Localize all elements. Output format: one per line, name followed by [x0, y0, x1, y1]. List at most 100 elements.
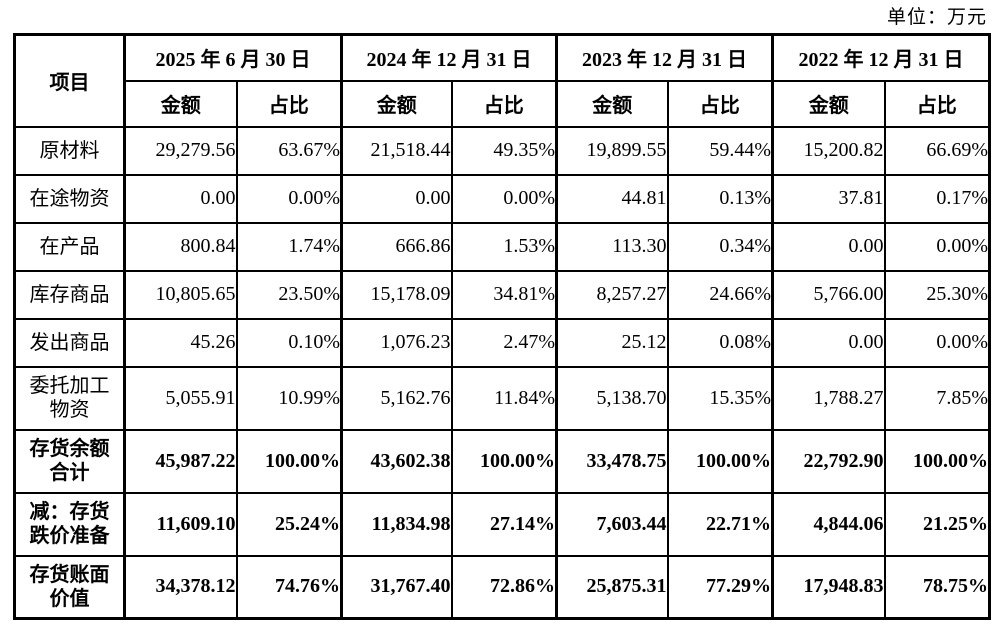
amount-cell: 11,834.98	[340, 491, 453, 557]
amount-cell: 33,478.75	[555, 428, 669, 494]
ratio-cell: 78.75%	[883, 554, 991, 620]
header-row-sublabels: 金额 占比 金额 占比 金额 占比 金额 占比	[15, 79, 991, 128]
amount-cell: 43,602.38	[340, 428, 453, 494]
amount-cell: 44.81	[555, 173, 669, 224]
row-label: 存货账面 价值	[13, 554, 126, 620]
inventory-table-body: 原材料 29,279.56 63.67% 21,518.44 49.35% 19,899.…	[13, 125, 991, 620]
ratio-cell: 10.99%	[235, 365, 343, 431]
ratio-cell: 0.13%	[666, 173, 774, 224]
amount-cell: 1,788.27	[771, 365, 886, 431]
ratio-cell: 49.35%	[450, 125, 558, 176]
ratio-cell: 24.66%	[666, 269, 774, 320]
amount-cell: 0.00	[771, 221, 886, 272]
ratio-cell: 0.00%	[883, 221, 991, 272]
ratio-cell: 0.34%	[666, 221, 774, 272]
column-header-amount: 金额	[340, 79, 453, 128]
ratio-cell: 15.35%	[666, 365, 774, 431]
column-header-ratio: 占比	[883, 79, 991, 128]
amount-cell: 5,138.70	[555, 365, 669, 431]
table-header: 项目 2025 年 6 月 30 日 2024 年 12 月 31 日 2023…	[13, 33, 991, 128]
amount-cell: 666.86	[340, 221, 453, 272]
ratio-cell: 25.24%	[235, 491, 343, 557]
row-label: 库存商品	[13, 269, 126, 320]
ratio-cell: 59.44%	[666, 125, 774, 176]
ratio-cell: 100.00%	[450, 428, 558, 494]
table-row: 在途物资 0.00 0.00% 0.00 0.00% 44.81 0.13% 37.81 0.1…	[13, 173, 991, 224]
column-header-ratio: 占比	[235, 79, 343, 128]
amount-cell: 29,279.56	[123, 125, 238, 176]
row-label: 存货余额 合计	[13, 428, 126, 494]
table-row: 库存商品 10,805.65 23.50% 15,178.09 34.81% 8,257.…	[13, 269, 991, 320]
column-header-period-2022-12-31: 2022 年 12 月 31 日	[771, 33, 991, 82]
row-label: 在途物资	[13, 173, 126, 224]
table-row: 发出商品 45.26 0.10% 1,076.23 2.47% 25.12 0.08% 0.0…	[13, 317, 991, 368]
ratio-cell: 7.85%	[883, 365, 991, 431]
ratio-cell: 0.00%	[235, 173, 343, 224]
ratio-cell: 34.81%	[450, 269, 558, 320]
ratio-cell: 27.14%	[450, 491, 558, 557]
amount-cell: 800.84	[123, 221, 238, 272]
amount-cell: 22,792.90	[771, 428, 886, 494]
amount-cell: 113.30	[555, 221, 669, 272]
amount-cell: 11,609.10	[123, 491, 238, 557]
column-header-period-2025-06-30: 2025 年 6 月 30 日	[123, 33, 343, 82]
amount-cell: 4,844.06	[771, 491, 886, 557]
row-label: 原材料	[13, 125, 126, 176]
ratio-cell: 21.25%	[883, 491, 991, 557]
amount-cell: 25,875.31	[555, 554, 669, 620]
ratio-cell: 11.84%	[450, 365, 558, 431]
ratio-cell: 77.29%	[666, 554, 774, 620]
ratio-cell: 100.00%	[666, 428, 774, 494]
ratio-cell: 0.10%	[235, 317, 343, 368]
row-label: 委托加工 物资	[13, 365, 126, 431]
table-row: 在产品 800.84 1.74% 666.86 1.53% 113.30 0.34% 0.00…	[13, 221, 991, 272]
ratio-cell: 1.53%	[450, 221, 558, 272]
amount-cell: 5,162.76	[340, 365, 453, 431]
ratio-cell: 0.08%	[666, 317, 774, 368]
ratio-cell: 25.30%	[883, 269, 991, 320]
inventory-table: 项目 2025 年 6 月 30 日 2024 年 12 月 31 日 2023…	[13, 33, 991, 620]
ratio-cell: 74.76%	[235, 554, 343, 620]
row-label: 减：存货 跌价准备	[13, 491, 126, 557]
ratio-cell: 0.17%	[883, 173, 991, 224]
ratio-cell: 0.00%	[450, 173, 558, 224]
column-header-ratio: 占比	[450, 79, 558, 128]
amount-cell: 5,055.91	[123, 365, 238, 431]
table-row: 减：存货 跌价准备 11,609.10 25.24% 11,834.98 27.14% 7…	[13, 491, 991, 557]
row-label: 发出商品	[13, 317, 126, 368]
amount-cell: 7,603.44	[555, 491, 669, 557]
table-row: 原材料 29,279.56 63.67% 21,518.44 49.35% 19,899.…	[13, 125, 991, 176]
amount-cell: 31,767.40	[340, 554, 453, 620]
table-row: 存货余额 合计 45,987.22 100.00% 43,602.38 100.00% 3…	[13, 428, 991, 494]
amount-cell: 1,076.23	[340, 317, 453, 368]
amount-cell: 25.12	[555, 317, 669, 368]
header-row-dates: 项目 2025 年 6 月 30 日 2024 年 12 月 31 日 2023…	[13, 33, 991, 128]
amount-cell: 19,899.55	[555, 125, 669, 176]
amount-cell: 5,766.00	[771, 269, 886, 320]
ratio-cell: 23.50%	[235, 269, 343, 320]
amount-cell: 15,200.82	[771, 125, 886, 176]
amount-cell: 0.00	[123, 173, 238, 224]
column-header-period-2024-12-31: 2024 年 12 月 31 日	[340, 33, 558, 82]
amount-cell: 17,948.83	[771, 554, 886, 620]
column-header-amount: 金额	[123, 79, 238, 128]
amount-cell: 0.00	[771, 317, 886, 368]
ratio-cell: 2.47%	[450, 317, 558, 368]
column-header-amount: 金额	[555, 79, 669, 128]
table-row: 存货账面 价值 34,378.12 74.76% 31,767.40 72.86% 25,…	[13, 554, 991, 620]
column-header-ratio: 占比	[666, 79, 774, 128]
ratio-cell: 22.71%	[666, 491, 774, 557]
ratio-cell: 100.00%	[235, 428, 343, 494]
ratio-cell: 1.74%	[235, 221, 343, 272]
column-header-period-2023-12-31: 2023 年 12 月 31 日	[555, 33, 774, 82]
column-header-item: 项目	[13, 33, 126, 128]
column-header-amount: 金额	[771, 79, 886, 128]
table-row: 委托加工 物资 5,055.91 10.99% 5,162.76 11.84% 5,138…	[13, 365, 991, 431]
ratio-cell: 100.00%	[883, 428, 991, 494]
ratio-cell: 0.00%	[883, 317, 991, 368]
amount-cell: 45,987.22	[123, 428, 238, 494]
ratio-cell: 66.69%	[883, 125, 991, 176]
amount-cell: 45.26	[123, 317, 238, 368]
amount-cell: 8,257.27	[555, 269, 669, 320]
